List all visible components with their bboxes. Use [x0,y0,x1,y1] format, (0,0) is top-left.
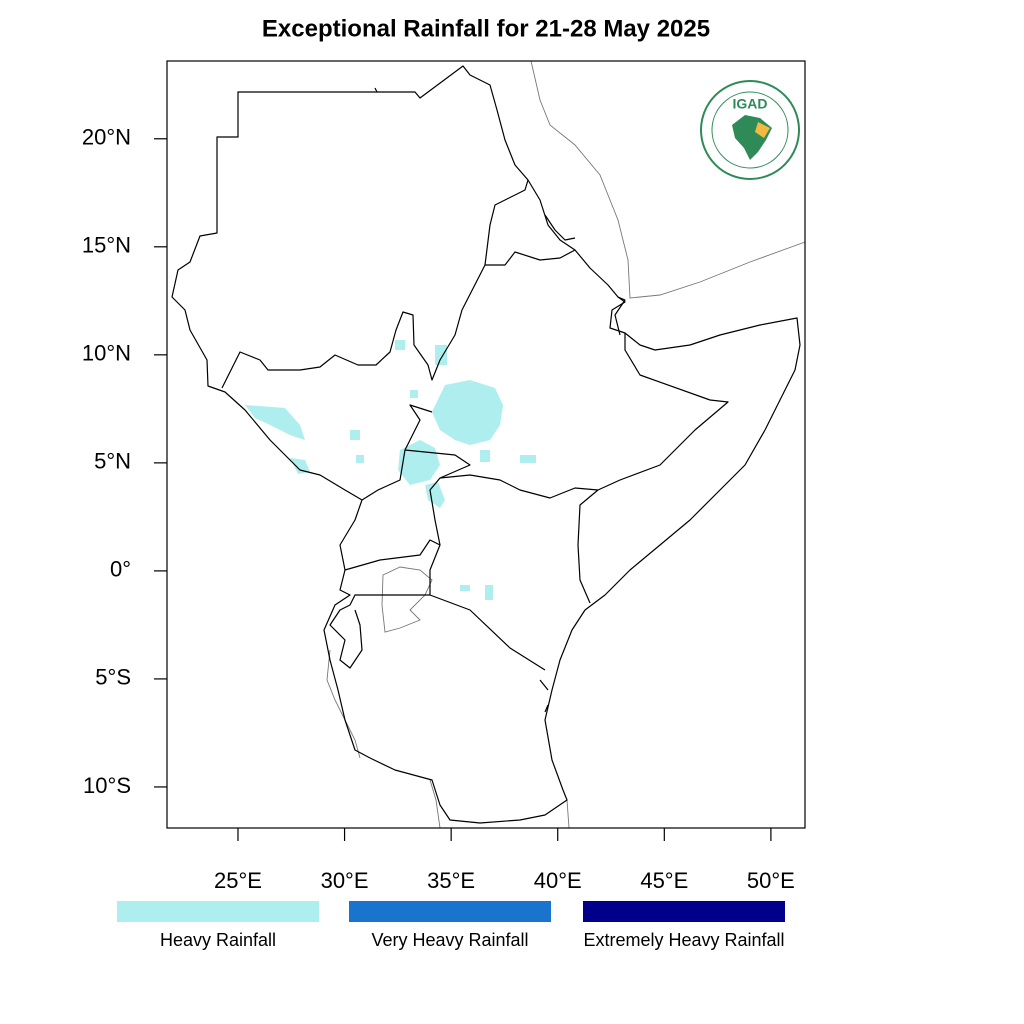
lake-victoria [381,566,433,633]
x-tick-label: 50°E [747,868,795,893]
x-tick-label: 30°E [321,868,369,893]
country-border [404,449,546,671]
legend-label: Extremely Heavy Rainfall [583,930,784,950]
x-tick-label: 40°E [534,868,582,893]
igad-logo: IGAD [700,80,800,180]
country-border [439,474,599,499]
legend-label: Heavy Rainfall [160,930,276,950]
heavy-rainfall-areas [245,340,536,600]
legend-swatch [349,901,551,922]
y-tick-label: 0° [110,557,131,582]
country-border [344,539,441,571]
country-border [329,594,430,669]
map-frame [166,60,806,829]
legend-swatch [117,901,319,922]
legend-label: Very Heavy Rainfall [371,930,528,950]
map-area: IGAD [171,60,806,829]
arabian-coast [530,60,806,299]
country-border [577,333,729,604]
x-tick-label: 35°E [427,868,475,893]
y-tick-label: 20°N [82,125,131,150]
logo-text: IGAD [733,96,768,112]
legend-swatch [583,901,785,922]
x-tick-label: 25°E [214,868,262,893]
map-title: Exceptional Rainfall for 21-28 May 2025 [262,15,710,42]
y-tick-label: 15°N [82,233,131,258]
coastline [429,779,570,829]
country-border [614,296,626,336]
y-tick-label: 5°S [95,665,131,690]
y-tick-label: 10°N [82,341,131,366]
axes: 25°E 30°E 35°E 40°E 45°E 50°E 20°N 15°N 10°N 5°N 0… [82,125,795,893]
y-tick-label: 10°S [83,773,131,798]
legend: Heavy Rainfall Very Heavy Rainfall Extreme… [117,901,785,950]
x-tick-label: 45°E [640,868,688,893]
y-tick-label: 5°N [94,449,131,474]
country-border [221,249,576,389]
lake-tanganyika [326,649,361,759]
region-outline [171,65,801,824]
islands [374,87,576,713]
country-border [484,179,529,266]
